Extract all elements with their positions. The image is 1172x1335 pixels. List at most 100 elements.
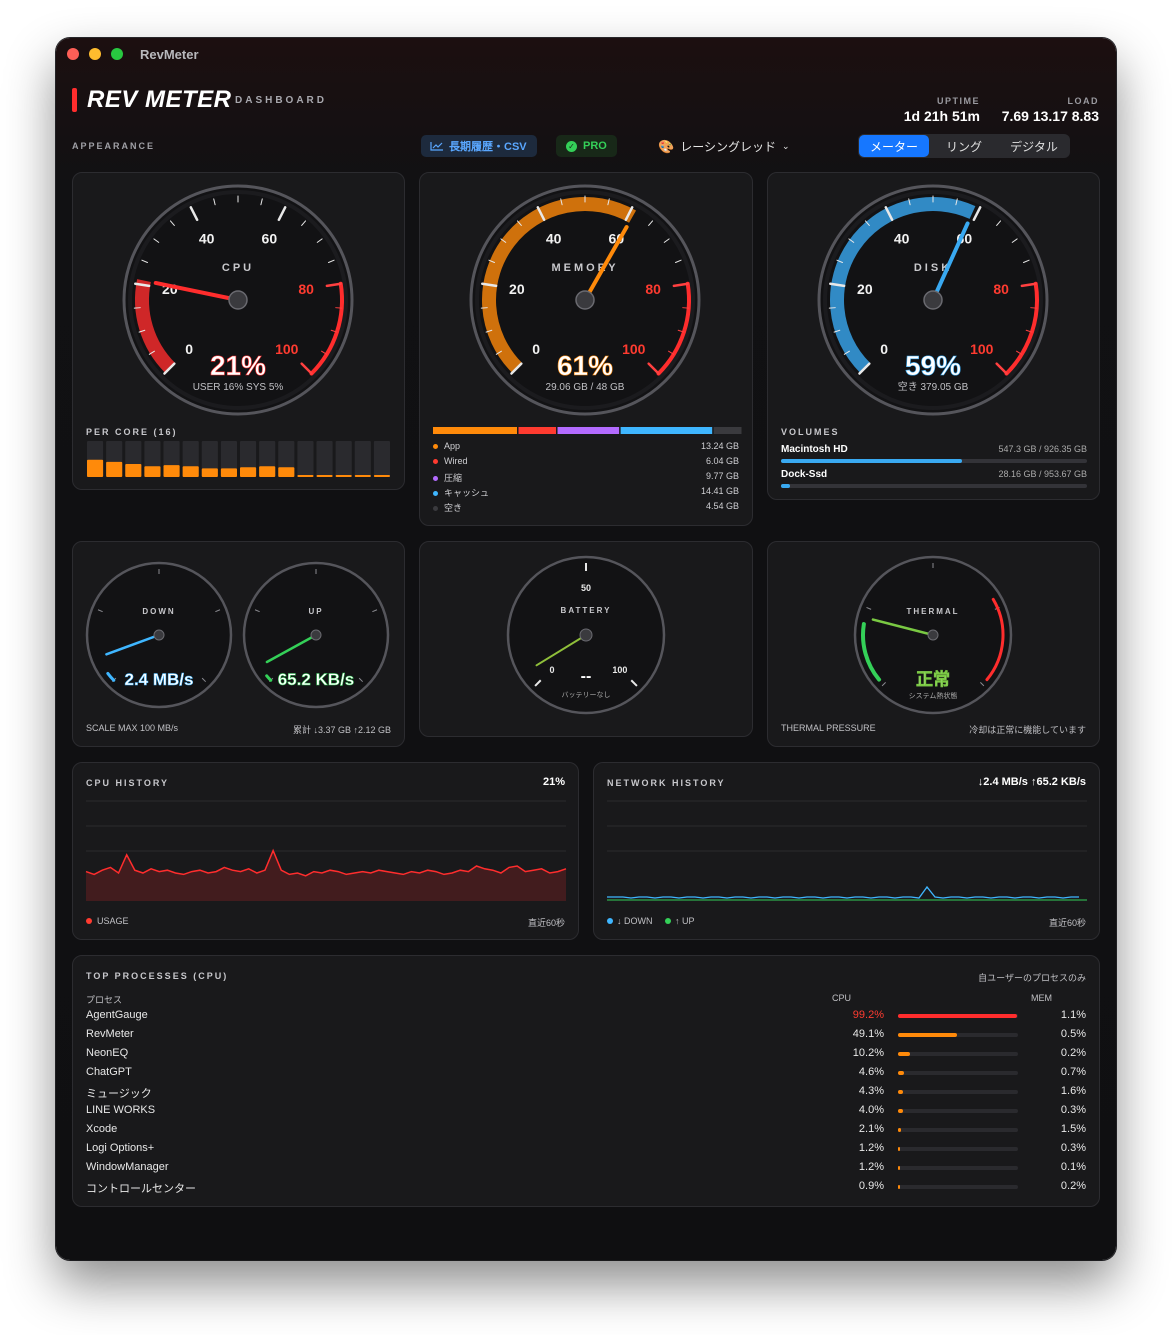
brand-subtitle: DASHBOARD [235, 95, 327, 106]
gauge-inner-ring [475, 190, 695, 410]
gauge-tick-label: 100 [622, 341, 646, 357]
gauge-title: THERMAL [906, 607, 959, 616]
legend-name: キャッシュ [444, 488, 490, 498]
process-row[interactable]: NeonEQ 10.2% 0.2% [86, 1047, 1086, 1066]
process-name: LINE WORKS [86, 1104, 156, 1116]
minimize-button[interactable] [89, 48, 101, 60]
process-name: WindowManager [86, 1161, 169, 1173]
mode-ring-tab[interactable]: リング [945, 139, 982, 154]
process-mem: 0.5% [1060, 1028, 1086, 1040]
gauge-tick [169, 220, 175, 226]
process-row[interactable]: WindowManager 1.2% 0.1% [86, 1161, 1086, 1180]
gauge-tick [996, 220, 1002, 226]
load-stat: LOAD 7.69 13.17 8.83 [986, 96, 1099, 124]
process-cpu: 4.0% [858, 1104, 884, 1116]
gauge-tick-label: 40 [546, 231, 562, 247]
uptime-label: UPTIME [936, 96, 980, 106]
process-row[interactable]: RevMeter 49.1% 0.5% [86, 1028, 1086, 1047]
gauge-tick-label: 0 [532, 341, 540, 357]
load-label: LOAD [1067, 96, 1099, 106]
core-bar-track [220, 441, 237, 477]
process-row[interactable]: Xcode 2.1% 1.5% [86, 1123, 1086, 1142]
gauge-tick [663, 238, 670, 243]
gauge-needle [871, 618, 935, 637]
load-value: 7.69 13.17 8.83 [1001, 108, 1099, 124]
process-cpu-bar [898, 1014, 1018, 1018]
thermal-pressure-label: THERMAL PRESSURE [781, 723, 876, 733]
process-cpu: 1.2% [858, 1142, 884, 1154]
usage-area [86, 850, 566, 901]
process-mem: 0.7% [1060, 1066, 1086, 1078]
palette-icon: 🎨 [658, 138, 675, 154]
cpu-history-range: 直近60秒 [527, 918, 565, 928]
theme-selector[interactable]: 🎨 レーシングレッド ⌄ [658, 138, 790, 155]
battery-gauge: 0 50 100 BATTERY -- バッテリーなし [506, 555, 666, 715]
network-history-title: NETWORK HISTORY [607, 778, 726, 788]
gauge-tick-label: 80 [993, 281, 1009, 297]
gauge-value: -- [581, 668, 592, 685]
gauge-tick-label: 0 [550, 665, 555, 675]
gauge-tick-label: 60 [262, 231, 278, 247]
value-arc [482, 197, 637, 373]
core-bar-fill [144, 466, 161, 477]
core-bar-fill [316, 475, 333, 477]
process-row[interactable]: Logi Options+ 1.2% 0.3% [86, 1142, 1086, 1161]
process-row[interactable]: コントロールセンター 0.9% 0.2% [86, 1180, 1086, 1199]
process-cpu: 10.2% [852, 1047, 884, 1059]
legend-value: 13.24 GB [700, 441, 739, 451]
up-legend: ↑ UP [675, 916, 695, 926]
process-cpu: 49.1% [852, 1028, 884, 1040]
gauge-title: CPU [222, 262, 254, 274]
process-scope: 自ユーザーのプロセスのみ [978, 973, 1086, 983]
process-row[interactable]: ChatGPT 4.6% 0.7% [86, 1066, 1086, 1085]
gauge-tick-label: 100 [275, 341, 299, 357]
gauge-tick [648, 220, 654, 226]
close-button[interactable] [67, 48, 79, 60]
gauge-title: DOWN [142, 607, 175, 616]
brand-title: REV METER [87, 86, 232, 113]
memory-segment [518, 427, 557, 434]
zoom-button[interactable] [111, 48, 123, 60]
thermal-note: 冷却は正常に機能しています [969, 725, 1086, 735]
volume-row: Dock-Ssd 28.16 GB / 953.67 GB [781, 469, 1087, 488]
process-row[interactable]: AgentGauge 99.2% 1.1% [86, 1009, 1086, 1028]
network-history-value: ↓2.4 MB/s ↑65.2 KB/s [977, 776, 1086, 788]
uptime-value: 1d 21h 51m [903, 108, 980, 124]
gauge-tick [500, 238, 507, 243]
volume-usage-bar [781, 459, 962, 463]
gauge-tick [607, 198, 610, 206]
memory-legend-row: 空き 4.54 GB [433, 501, 739, 516]
gauge-tick [843, 350, 850, 355]
core-bar-fill [163, 465, 180, 477]
legend-value: 9.77 GB [705, 471, 739, 481]
process-name: RevMeter [86, 1028, 134, 1040]
process-cpu-bar [898, 1166, 1018, 1170]
memory-segment [620, 427, 713, 434]
gauge-tick-label: 40 [894, 231, 910, 247]
gauge-tick-label: 20 [509, 281, 525, 297]
app-window: RevMeter REV METER DASHBOARD UPTIME 1d 2… [56, 38, 1116, 1260]
gauge-tick [277, 206, 287, 222]
chart-icon [430, 142, 443, 151]
gauge-tick [1011, 238, 1018, 243]
mode-meter-tab[interactable]: メーター [859, 135, 929, 157]
pro-badge[interactable]: ✓ PRO [556, 135, 617, 157]
process-row[interactable]: LINE WORKS 4.0% 0.3% [86, 1104, 1086, 1123]
network-history-chart [607, 800, 1087, 901]
gauge-tick-label: 50 [581, 583, 591, 593]
process-cpu-bar [898, 1090, 1018, 1094]
gauge-tick-label: 100 [970, 341, 994, 357]
process-cpu: 99.2% [852, 1009, 884, 1021]
process-row[interactable]: ミュージック 4.3% 1.6% [86, 1085, 1086, 1104]
history-csv-label: 長期履歴・CSV [449, 141, 527, 153]
cpu-card: 0 20 40 60 80 100 CPU 21% USER 16% SYS 5% PER CO… [72, 172, 405, 490]
mode-digital-tab[interactable]: デジタル [1010, 139, 1058, 154]
gauge-tick [858, 362, 871, 375]
gauge-tick [866, 606, 872, 610]
legend-dot [433, 444, 438, 450]
history-csv-button[interactable]: 長期履歴・CSV [421, 135, 537, 157]
needle-hub [228, 290, 248, 310]
process-mem: 1.6% [1060, 1085, 1086, 1097]
network-card: DOWN 2.4 MB/s UP 65.2 KB/s SCALE MAX 100 MB… [72, 541, 405, 747]
